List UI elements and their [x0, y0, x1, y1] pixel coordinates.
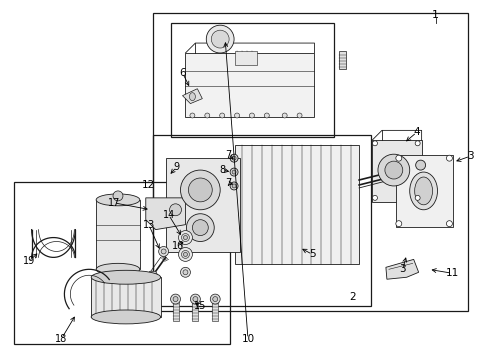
Text: 7: 7	[224, 178, 231, 188]
Text: 3: 3	[466, 151, 472, 161]
Circle shape	[181, 234, 189, 242]
Bar	[172, 299, 178, 321]
Circle shape	[232, 184, 236, 188]
Text: 10: 10	[241, 334, 254, 344]
Ellipse shape	[414, 177, 432, 205]
Text: 3: 3	[399, 264, 405, 274]
Text: 16: 16	[172, 242, 184, 252]
Ellipse shape	[96, 264, 140, 275]
Circle shape	[372, 141, 377, 146]
Circle shape	[178, 231, 192, 244]
Bar	[152, 13, 468, 311]
Bar	[91, 277, 161, 317]
Circle shape	[282, 113, 286, 118]
Text: 7: 7	[224, 150, 231, 160]
Circle shape	[210, 294, 220, 304]
Text: 17: 17	[108, 198, 120, 208]
Circle shape	[158, 247, 168, 256]
Circle shape	[219, 113, 224, 118]
Circle shape	[183, 252, 187, 256]
Text: 2: 2	[348, 292, 355, 302]
Polygon shape	[182, 89, 202, 104]
Ellipse shape	[96, 194, 140, 206]
Circle shape	[446, 155, 451, 161]
Text: 1: 1	[431, 10, 438, 20]
Circle shape	[180, 170, 220, 210]
Bar	[395, 155, 452, 227]
Text: 6: 6	[179, 68, 185, 78]
Circle shape	[180, 267, 190, 277]
Circle shape	[204, 113, 209, 118]
Bar	[165, 158, 240, 252]
Circle shape	[232, 156, 236, 160]
Text: 14: 14	[162, 210, 174, 220]
Circle shape	[249, 113, 254, 118]
Circle shape	[192, 220, 208, 235]
Circle shape	[395, 221, 401, 227]
Circle shape	[297, 113, 302, 118]
Bar	[96, 200, 140, 269]
Polygon shape	[146, 271, 158, 281]
Circle shape	[113, 191, 122, 201]
Circle shape	[232, 170, 236, 174]
Circle shape	[183, 270, 187, 275]
Ellipse shape	[189, 93, 195, 100]
Bar	[192, 299, 198, 321]
Circle shape	[230, 168, 238, 176]
Circle shape	[372, 195, 377, 201]
Circle shape	[212, 297, 217, 302]
Circle shape	[414, 195, 419, 201]
Circle shape	[384, 161, 402, 179]
Circle shape	[230, 182, 238, 190]
Text: 13: 13	[142, 220, 155, 230]
Circle shape	[169, 204, 181, 216]
Bar	[339, 51, 346, 69]
Circle shape	[414, 141, 419, 146]
Polygon shape	[145, 198, 185, 230]
Circle shape	[190, 294, 200, 304]
Ellipse shape	[409, 172, 437, 210]
Circle shape	[377, 154, 409, 186]
Bar	[152, 135, 370, 306]
Bar	[235, 51, 256, 65]
Bar	[185, 53, 314, 117]
Circle shape	[170, 294, 180, 304]
Ellipse shape	[91, 270, 161, 284]
Circle shape	[188, 178, 212, 202]
Bar	[371, 140, 421, 202]
Circle shape	[395, 155, 401, 161]
Text: 19: 19	[22, 256, 35, 266]
Circle shape	[446, 221, 451, 227]
Text: 15: 15	[194, 301, 206, 311]
Text: 12: 12	[142, 180, 155, 190]
Circle shape	[211, 30, 229, 48]
Text: 18: 18	[55, 334, 67, 344]
Circle shape	[173, 297, 178, 302]
Text: 5: 5	[308, 249, 315, 260]
Text: 11: 11	[445, 268, 458, 278]
Circle shape	[178, 247, 192, 261]
Circle shape	[181, 251, 189, 258]
Ellipse shape	[91, 310, 161, 324]
Circle shape	[206, 25, 234, 53]
Text: 9: 9	[173, 162, 179, 172]
Circle shape	[189, 113, 195, 118]
Bar	[14, 182, 230, 344]
Bar	[212, 299, 218, 321]
Circle shape	[192, 297, 198, 302]
Bar	[235, 145, 358, 264]
Circle shape	[161, 249, 166, 254]
Circle shape	[183, 235, 187, 239]
Circle shape	[230, 154, 238, 162]
Circle shape	[186, 214, 214, 242]
Circle shape	[234, 113, 239, 118]
Polygon shape	[385, 260, 418, 279]
Text: 4: 4	[412, 127, 419, 138]
Circle shape	[264, 113, 269, 118]
Bar	[170, 23, 334, 137]
Text: 8: 8	[219, 165, 225, 175]
Circle shape	[415, 160, 425, 170]
